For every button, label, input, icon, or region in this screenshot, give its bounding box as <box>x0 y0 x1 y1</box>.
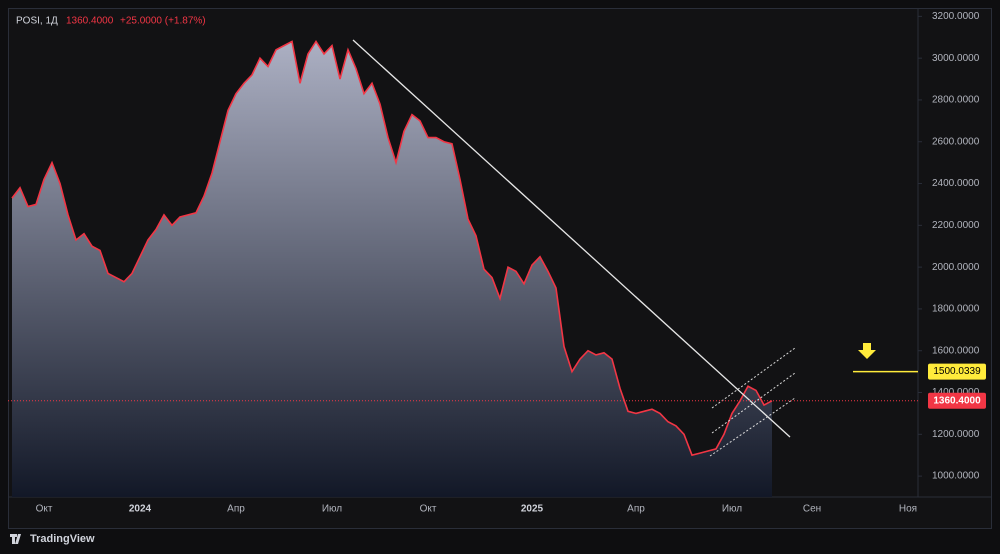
y-tick-label: 3200.0000 <box>932 11 980 22</box>
line <box>11 39 773 457</box>
y-tick-label: 2600.0000 <box>932 136 980 147</box>
x-tick-label: Окт <box>420 504 437 515</box>
level-badge-label: 1500.0339 <box>933 366 981 377</box>
x-tick-label: 2024 <box>129 504 152 515</box>
last-price-badge <box>928 392 986 409</box>
channel-lower <box>709 397 796 457</box>
area <box>12 41 772 497</box>
last-price: 1360.4000 <box>66 16 114 27</box>
y-tick-label: 3000.0000 <box>932 53 980 64</box>
x-tick-label: Окт <box>36 504 53 515</box>
channel-mid <box>711 372 796 434</box>
arrow-icon <box>858 343 876 359</box>
y-tick-label: 1000.0000 <box>932 471 980 482</box>
x-tick-label: Апр <box>627 504 645 515</box>
change: +25.0000 (+1.87%) <box>120 16 206 27</box>
y-tick-label: 1800.0000 <box>932 304 980 315</box>
channel-upper <box>711 347 796 409</box>
logo-icon <box>10 534 21 544</box>
brand: TradingView <box>30 533 95 545</box>
y-tick-label: 1400.0000 <box>932 387 980 398</box>
y-tick-label: 2800.0000 <box>932 95 980 106</box>
y-tick-label: 2000.0000 <box>932 262 980 273</box>
x-tick-label: Ноя <box>899 504 917 515</box>
symbol: POSI, 1Д <box>16 16 58 27</box>
x-tick-label: Сен <box>803 504 821 515</box>
plot <box>11 39 773 497</box>
x-tick-label: 2025 <box>521 504 544 515</box>
x-tick-label: Апр <box>227 504 245 515</box>
y-tick-label: 1600.0000 <box>932 345 980 356</box>
y-tick-label: 2200.0000 <box>932 220 980 231</box>
trend-line <box>352 39 791 438</box>
x-tick-label: Июл <box>722 504 742 515</box>
x-tick-label: Июл <box>322 504 342 515</box>
level-badge <box>928 363 986 380</box>
y-tick-label: 1200.0000 <box>932 429 980 440</box>
last-price-badge-label: 1360.4000 <box>933 395 981 406</box>
y-tick-label: 2400.0000 <box>932 178 980 189</box>
